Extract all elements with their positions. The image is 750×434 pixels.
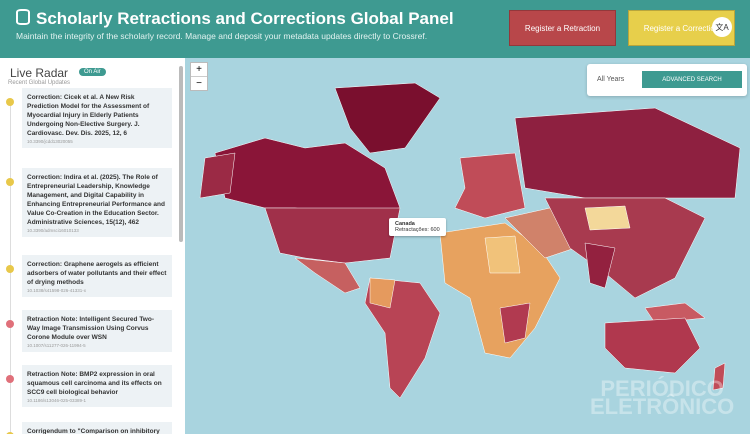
card-title: Retraction Note: Intelligent Secured Two… (27, 316, 155, 341)
watermark: PERIÓDICO ELETRÔNICO (590, 376, 735, 419)
country[interactable] (369, 277, 396, 309)
country[interactable] (544, 197, 706, 299)
timeline-dot (6, 375, 14, 383)
app-title: Scholarly Retractions and Corrections Gl… (16, 9, 454, 29)
update-card[interactable]: Correction: Cicek et al. A New Risk Pred… (22, 88, 172, 148)
country[interactable] (644, 302, 706, 324)
country[interactable] (264, 207, 401, 264)
world-map (199, 82, 741, 399)
country[interactable] (514, 107, 741, 199)
country[interactable] (584, 205, 631, 231)
country[interactable] (199, 152, 236, 199)
country[interactable] (334, 82, 441, 154)
card-doi: 10.1186/s13046-025-03389-1 (27, 398, 86, 403)
card-doi: 10.3390/admsci16010133 (27, 228, 79, 233)
country[interactable] (364, 277, 441, 399)
card-title: Corrigendum to "Comparison on inhibitory (27, 428, 160, 434)
card-title: Correction: Indira et al. (2025). The Ro… (27, 174, 165, 226)
zoom-in-button[interactable]: + (196, 64, 202, 75)
sidebar: Live Radar On Air Recent Global Updates … (0, 58, 186, 434)
country[interactable] (484, 235, 521, 274)
tooltip-country: Canada (395, 221, 415, 227)
sidebar-subtitle: Recent Global Updates (8, 80, 71, 86)
card-doi: 10.1038/s41598-026-41331-x (27, 288, 87, 293)
update-card[interactable]: Corrigendum to "Comparison on inhibitory (22, 422, 172, 434)
advanced-search-button[interactable]: ADVANCED SEARCH (642, 71, 742, 88)
app-subtitle: Maintain the integrity of the scholarly … (16, 31, 428, 41)
card-doi: 10.3390/jcdd13020055 (27, 139, 73, 144)
zoom-out-button[interactable]: − (191, 76, 207, 90)
map[interactable]: + − All Years ADVANCED SEARCH Canada Ret… (185, 58, 750, 434)
watermark-line: PERIÓDICO (600, 376, 724, 401)
timeline-dot (6, 320, 14, 328)
filter-panel: All Years ADVANCED SEARCH (587, 64, 747, 96)
country[interactable] (604, 317, 701, 374)
card-title: Retraction Note: BMP2 expression in oral… (27, 371, 162, 396)
timeline-dot (6, 432, 14, 434)
card-doi: 10.1007/s11277-026-11994-5 (27, 343, 86, 348)
update-card[interactable]: Retraction Note: BMP2 expression in oral… (22, 365, 172, 407)
country[interactable] (584, 242, 616, 289)
year-select[interactable]: All Years (597, 76, 625, 83)
timeline-dot (6, 98, 14, 106)
country[interactable] (499, 302, 531, 344)
timeline-dot (6, 265, 14, 273)
translate-button[interactable]: 文A (712, 17, 732, 37)
country[interactable] (712, 362, 726, 391)
register-retraction-button[interactable]: Register a Retraction (509, 10, 616, 46)
zoom-control: + − (190, 62, 208, 91)
update-card[interactable]: Correction: Indira et al. (2025). The Ro… (22, 168, 172, 237)
update-card[interactable]: Retraction Note: Intelligent Secured Two… (22, 310, 172, 352)
timeline-dot (6, 178, 14, 186)
country[interactable] (294, 257, 361, 294)
card-title: Correction: Cicek et al. A New Risk Pred… (27, 94, 150, 137)
country[interactable] (454, 152, 526, 219)
sidebar-title: Live Radar (10, 66, 69, 80)
scrollbar[interactable] (179, 66, 183, 242)
map-tooltip: Canada Retractações: 600 (389, 218, 446, 236)
watermark-line: ELETRÔNICO (590, 394, 735, 419)
update-card[interactable]: Correction: Graphene aerogels as efficie… (22, 255, 172, 297)
card-title: Correction: Graphene aerogels as efficie… (27, 261, 167, 286)
header: Scholarly Retractions and Corrections Gl… (0, 0, 750, 58)
live-badge: On Air (79, 68, 106, 76)
tooltip-value: Retractações: 600 (395, 227, 440, 233)
